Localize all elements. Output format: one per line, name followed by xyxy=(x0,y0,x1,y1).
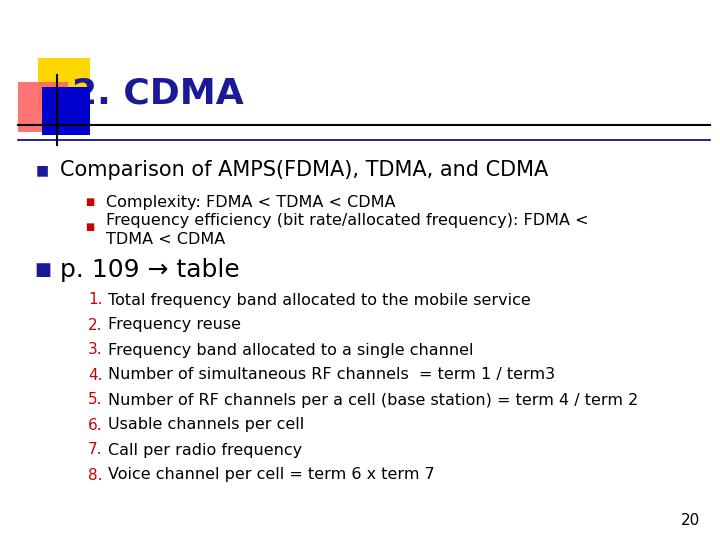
Text: p. 109 → table: p. 109 → table xyxy=(60,258,240,282)
Text: Frequency efficiency (bit rate/allocated frequency): FDMA <: Frequency efficiency (bit rate/allocated… xyxy=(106,213,589,228)
Text: Complexity: FDMA < TDMA < CDMA: Complexity: FDMA < TDMA < CDMA xyxy=(106,194,395,210)
Text: ■: ■ xyxy=(36,163,49,177)
Text: Call per radio frequency: Call per radio frequency xyxy=(108,442,302,457)
Text: 2. CDMA: 2. CDMA xyxy=(72,76,244,110)
Text: 2.: 2. xyxy=(88,318,102,333)
Text: Number of RF channels per a cell (base station) = term 4 / term 2: Number of RF channels per a cell (base s… xyxy=(108,393,638,408)
Bar xyxy=(42,87,90,135)
Text: Comparison of AMPS(FDMA), TDMA, and CDMA: Comparison of AMPS(FDMA), TDMA, and CDMA xyxy=(60,160,548,180)
Text: Voice channel per cell = term 6 x term 7: Voice channel per cell = term 6 x term 7 xyxy=(108,468,435,483)
Text: TDMA < CDMA: TDMA < CDMA xyxy=(106,233,225,247)
Text: Total frequency band allocated to the mobile service: Total frequency band allocated to the mo… xyxy=(108,293,531,307)
Text: 20: 20 xyxy=(680,513,700,528)
Text: 5.: 5. xyxy=(88,393,102,408)
Text: 7.: 7. xyxy=(88,442,102,457)
Text: 3.: 3. xyxy=(88,342,103,357)
Text: Frequency band allocated to a single channel: Frequency band allocated to a single cha… xyxy=(108,342,474,357)
Text: ■: ■ xyxy=(85,222,94,232)
Bar xyxy=(18,82,68,132)
Text: ■: ■ xyxy=(34,261,51,279)
Text: 4.: 4. xyxy=(88,368,102,382)
Text: Usable channels per cell: Usable channels per cell xyxy=(108,417,305,433)
Text: 8.: 8. xyxy=(88,468,102,483)
Text: Frequency reuse: Frequency reuse xyxy=(108,318,241,333)
Bar xyxy=(38,58,90,110)
Text: Number of simultaneous RF channels  = term 1 / term3: Number of simultaneous RF channels = ter… xyxy=(108,368,555,382)
Text: 6.: 6. xyxy=(88,417,103,433)
Text: 1.: 1. xyxy=(88,293,102,307)
Text: ■: ■ xyxy=(85,197,94,207)
